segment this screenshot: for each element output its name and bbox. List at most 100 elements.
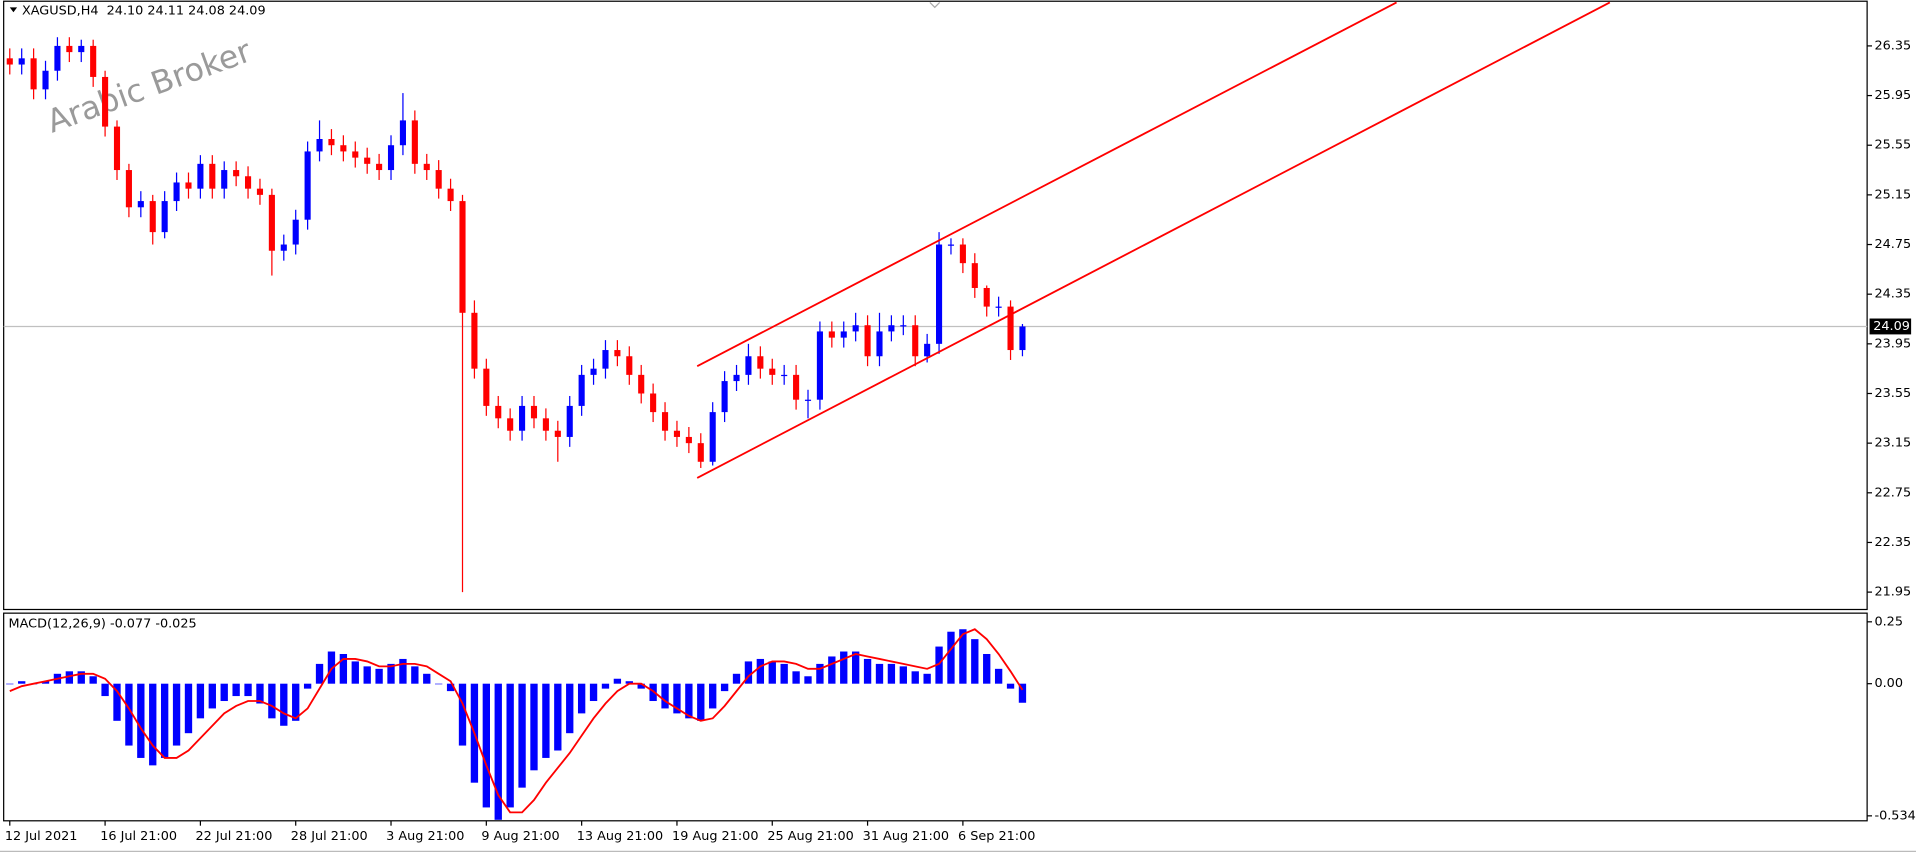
candle-body [507, 418, 514, 431]
candle-body [340, 145, 347, 152]
macd-bar [601, 683, 610, 689]
macd-header: MACD(12,26,9) -0.077 -0.025 [9, 617, 197, 632]
candle-body [364, 157, 371, 164]
macd-bar [637, 683, 645, 689]
x-tick-label: 28 Jul 21:00 [291, 829, 368, 844]
macd-bar [256, 683, 264, 704]
macd-bar [518, 683, 526, 788]
macd-bar [399, 658, 407, 684]
macd-bar [899, 666, 907, 684]
macd-bar [125, 683, 133, 746]
macd-bar [363, 666, 371, 684]
macd-bar [303, 683, 312, 689]
candle-body [888, 325, 895, 332]
candle-body [530, 405, 538, 419]
macd-bar [375, 668, 383, 684]
macd-bar [947, 631, 955, 684]
y-tick-label: 25.95 [1874, 88, 1911, 103]
candle-body [685, 436, 692, 444]
macd-bar [709, 683, 717, 709]
price-label-bg [1869, 318, 1912, 335]
macd-bar [137, 683, 145, 758]
candle-body [983, 287, 990, 307]
macd-bar [220, 683, 228, 702]
macd-bar [268, 683, 276, 719]
candle-body [661, 412, 669, 431]
candle-body [757, 356, 764, 369]
candle-body [697, 443, 704, 462]
macd-bar [89, 676, 97, 684]
candle-body [387, 145, 395, 171]
menu-arrow[interactable] [9, 7, 18, 13]
macd-bar [494, 683, 502, 820]
macd-bar [589, 683, 598, 702]
main-panel-frame [3, 0, 1868, 611]
macd-bar [65, 671, 74, 684]
macd-bar [828, 656, 836, 684]
x-tick-label: 13 Aug 21:00 [577, 829, 663, 844]
candle-body [423, 163, 430, 171]
candle-body [912, 325, 919, 357]
macd-bar [732, 673, 741, 684]
candle-body [828, 331, 835, 338]
candle-body [137, 201, 144, 208]
macd-bar [315, 663, 324, 684]
macd-bar [6, 683, 14, 685]
macd-bar [673, 683, 681, 714]
candle-body [554, 430, 561, 437]
macd-bar [160, 683, 169, 758]
y-tick-label: 23.15 [1874, 436, 1911, 451]
candle-body [959, 244, 966, 264]
candle-body [447, 188, 454, 202]
candle-body [638, 374, 645, 394]
candle-body [876, 331, 883, 357]
macd-bar [530, 683, 538, 771]
candle-body [602, 350, 609, 369]
y-tick-label: 22.35 [1874, 535, 1911, 550]
candle-body [626, 356, 633, 375]
macd-bar [851, 651, 860, 684]
candle-body [793, 374, 800, 400]
candle-body [161, 201, 168, 233]
symbol-header: XAGUSD,H4 24.10 24.11 24.08 24.09 [22, 3, 266, 18]
macd-bar [280, 683, 288, 726]
candle-body [721, 381, 728, 413]
candle-body [840, 331, 847, 338]
x-tick-label: 25 Aug 21:00 [767, 829, 853, 844]
candle-body [125, 170, 132, 208]
macd-bar [780, 663, 788, 684]
macd-bar [840, 651, 848, 684]
macd-bar [804, 676, 812, 684]
candle-body [328, 139, 335, 146]
y-tick-label: 23.55 [1874, 386, 1911, 401]
x-tick-label: 16 Jul 21:00 [100, 829, 177, 844]
candle-body [495, 405, 502, 419]
macd-bar [208, 683, 216, 709]
macd-bar [327, 651, 336, 684]
channel-line [696, 1, 1397, 367]
candle-body [185, 182, 192, 189]
candle-body [936, 244, 943, 344]
y-tick-label: 25.15 [1874, 187, 1911, 202]
y-tick-label: 24.35 [1874, 287, 1911, 302]
macd-bar [744, 661, 753, 684]
candle-body [268, 194, 275, 251]
macd-bar [292, 683, 300, 721]
macd-bar [887, 663, 896, 684]
macd-bar [435, 683, 443, 685]
candle-body [995, 306, 1002, 308]
candle-body [221, 170, 228, 189]
macd-bar [577, 683, 586, 714]
candle-body [90, 45, 97, 77]
macd-bar [923, 673, 931, 684]
macd-bar [113, 683, 121, 721]
macd-bar [661, 683, 669, 709]
y-tick-label: 25.55 [1874, 138, 1911, 153]
candle-body [578, 374, 585, 406]
candle-body [6, 58, 13, 65]
candle-body [316, 139, 323, 152]
candle-body [673, 430, 681, 437]
candle-body [900, 325, 907, 327]
x-tick-label: 19 Aug 21:00 [672, 829, 758, 844]
